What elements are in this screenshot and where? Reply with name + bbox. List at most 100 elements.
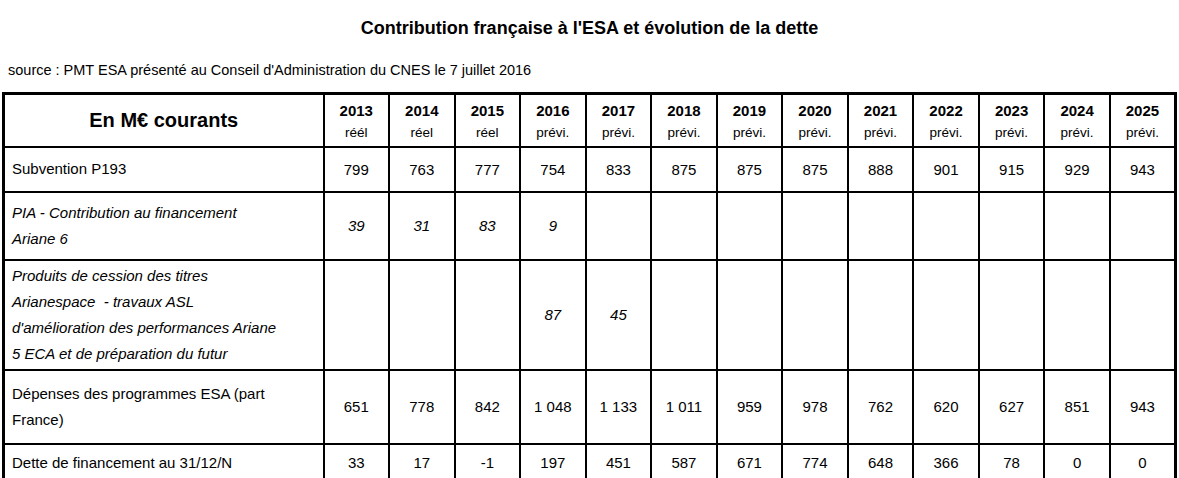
value-cell-2013: 39 bbox=[324, 192, 390, 260]
value-cell-2021 bbox=[848, 260, 914, 370]
year-label: 2025 bbox=[1111, 99, 1174, 123]
year-status-label: prévi. bbox=[587, 123, 651, 142]
table-body: Subvention P1937997637777548338758758758… bbox=[4, 147, 1176, 478]
year-status-label: prévi. bbox=[1111, 123, 1174, 142]
value-cell-2020 bbox=[782, 192, 848, 260]
value-cell-2020: 875 bbox=[782, 147, 848, 192]
value-cell-2018 bbox=[651, 260, 717, 370]
value-cell-2018: 1 011 bbox=[651, 370, 717, 444]
value-cell-2025: 943 bbox=[1110, 370, 1176, 444]
value-cell-2016: 87 bbox=[520, 260, 586, 370]
value-cell-2014: 17 bbox=[389, 444, 455, 478]
value-cell-2016: 1 048 bbox=[520, 370, 586, 444]
value-cell-2024 bbox=[1044, 260, 1110, 370]
value-cell-2017 bbox=[586, 192, 652, 260]
value-cell-2013: 799 bbox=[324, 147, 390, 192]
value-cell-2014: 778 bbox=[389, 370, 455, 444]
year-header-2017: 2017prévi. bbox=[586, 94, 652, 147]
page-title: Contribution française à l'ESA et évolut… bbox=[0, 0, 1179, 39]
year-header-2024: 2024prévi. bbox=[1044, 94, 1110, 147]
value-cell-2021: 888 bbox=[848, 147, 914, 192]
row-label: Dette de financement au 31/12/N bbox=[4, 444, 324, 478]
table-header: En M€ courants 2013réél2014réel2015réel2… bbox=[4, 94, 1176, 147]
year-label: 2014 bbox=[390, 99, 454, 123]
year-label: 2022 bbox=[914, 99, 978, 123]
row-label: Dépenses des programmes ESA (part France… bbox=[4, 370, 324, 444]
value-cell-2017: 1 133 bbox=[586, 370, 652, 444]
year-label: 2017 bbox=[587, 99, 651, 123]
page: Contribution française à l'ESA et évolut… bbox=[0, 0, 1179, 478]
esa-contribution-table: En M€ courants 2013réél2014réel2015réel2… bbox=[2, 92, 1177, 478]
row-label: Produits de cession des titres Arianespa… bbox=[4, 260, 324, 370]
value-cell-2019: 875 bbox=[717, 147, 783, 192]
value-cell-2015 bbox=[455, 260, 521, 370]
value-cell-2021 bbox=[848, 192, 914, 260]
value-cell-2025 bbox=[1110, 192, 1176, 260]
year-header-2021: 2021prévi. bbox=[848, 94, 914, 147]
value-cell-2024: 851 bbox=[1044, 370, 1110, 444]
year-status-label: réél bbox=[325, 123, 389, 142]
value-cell-2019 bbox=[717, 260, 783, 370]
year-label: 2015 bbox=[456, 99, 520, 123]
year-header-2015: 2015réel bbox=[455, 94, 521, 147]
value-cell-2017: 45 bbox=[586, 260, 652, 370]
year-label: 2024 bbox=[1045, 99, 1109, 123]
year-header-2020: 2020prévi. bbox=[782, 94, 848, 147]
value-cell-2023: 627 bbox=[979, 370, 1045, 444]
value-cell-2018: 587 bbox=[651, 444, 717, 478]
year-label: 2021 bbox=[849, 99, 913, 123]
value-cell-2020 bbox=[782, 260, 848, 370]
year-header-2018: 2018prévi. bbox=[651, 94, 717, 147]
year-status-label: réel bbox=[390, 123, 454, 142]
year-label: 2016 bbox=[521, 99, 585, 123]
value-cell-2019: 959 bbox=[717, 370, 783, 444]
year-label: 2023 bbox=[980, 99, 1044, 123]
value-cell-2019: 671 bbox=[717, 444, 783, 478]
value-cell-2025: 943 bbox=[1110, 147, 1176, 192]
year-header-2022: 2022prévi. bbox=[913, 94, 979, 147]
year-label: 2020 bbox=[783, 99, 847, 123]
year-status-label: prévi. bbox=[783, 123, 847, 142]
value-cell-2015: 777 bbox=[455, 147, 521, 192]
year-label: 2018 bbox=[652, 99, 716, 123]
value-cell-2021: 648 bbox=[848, 444, 914, 478]
value-cell-2015: -1 bbox=[455, 444, 521, 478]
value-cell-2024: 929 bbox=[1044, 147, 1110, 192]
table-row: Dette de financement au 31/12/N3317-1197… bbox=[4, 444, 1176, 478]
value-cell-2015: 842 bbox=[455, 370, 521, 444]
unit-header-cell: En M€ courants bbox=[4, 94, 324, 147]
value-cell-2023 bbox=[979, 260, 1045, 370]
value-cell-2016: 9 bbox=[520, 192, 586, 260]
value-cell-2022 bbox=[913, 192, 979, 260]
year-status-label: prévi. bbox=[718, 123, 782, 142]
value-cell-2013 bbox=[324, 260, 390, 370]
year-status-label: prévi. bbox=[914, 123, 978, 142]
value-cell-2020: 774 bbox=[782, 444, 848, 478]
year-label: 2019 bbox=[718, 99, 782, 123]
value-cell-2017: 833 bbox=[586, 147, 652, 192]
value-cell-2018: 875 bbox=[651, 147, 717, 192]
year-status-label: prévi. bbox=[1045, 123, 1109, 142]
year-status-label: prévi. bbox=[849, 123, 913, 142]
value-cell-2022: 366 bbox=[913, 444, 979, 478]
value-cell-2025: 0 bbox=[1110, 444, 1176, 478]
year-header-2013: 2013réél bbox=[324, 94, 390, 147]
value-cell-2021: 762 bbox=[848, 370, 914, 444]
table-row: Dépenses des programmes ESA (part France… bbox=[4, 370, 1176, 444]
value-cell-2023: 78 bbox=[979, 444, 1045, 478]
value-cell-2013: 33 bbox=[324, 444, 390, 478]
source-line: source : PMT ESA présenté au Conseil d'A… bbox=[8, 61, 1179, 79]
value-cell-2023: 915 bbox=[979, 147, 1045, 192]
table-row: Produits de cession des titres Arianespa… bbox=[4, 260, 1176, 370]
value-cell-2018 bbox=[651, 192, 717, 260]
year-header-2025: 2025prévi. bbox=[1110, 94, 1176, 147]
value-cell-2025 bbox=[1110, 260, 1176, 370]
year-status-label: prévi. bbox=[980, 123, 1044, 142]
value-cell-2023 bbox=[979, 192, 1045, 260]
table-row: Subvention P1937997637777548338758758758… bbox=[4, 147, 1176, 192]
value-cell-2024: 0 bbox=[1044, 444, 1110, 478]
value-cell-2013: 651 bbox=[324, 370, 390, 444]
value-cell-2022: 620 bbox=[913, 370, 979, 444]
value-cell-2020: 978 bbox=[782, 370, 848, 444]
header-row: En M€ courants 2013réél2014réel2015réel2… bbox=[4, 94, 1176, 147]
